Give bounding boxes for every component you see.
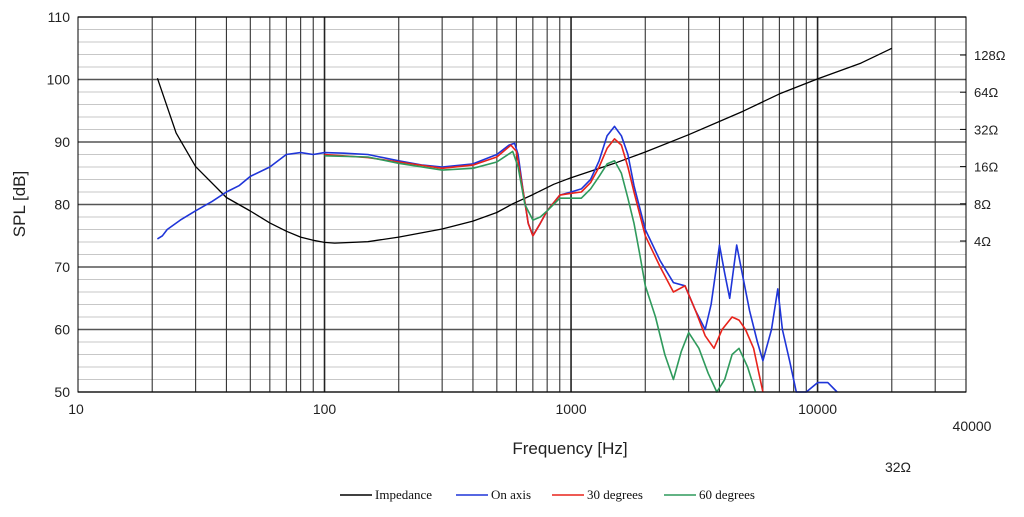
y2-tick-label: 32Ω bbox=[974, 122, 998, 137]
y2-extra-label: 32Ω bbox=[885, 459, 911, 475]
series-line-impedance bbox=[156, 47, 893, 244]
x-axis-title: Frequency [Hz] bbox=[512, 439, 627, 458]
y-tick-label: 90 bbox=[54, 134, 70, 150]
plot-frame bbox=[77, 16, 967, 393]
series-layer bbox=[156, 47, 893, 393]
y2-tick-label: 16Ω bbox=[974, 160, 998, 175]
y2-tick-label: 128Ω bbox=[974, 48, 1006, 63]
y-tick-label: 60 bbox=[54, 322, 70, 338]
y-tick-label: 70 bbox=[54, 259, 70, 275]
series-line-30-degrees bbox=[324, 138, 764, 393]
x-tick-label: 100 bbox=[313, 401, 337, 417]
x-tick-label: 10000 bbox=[798, 401, 837, 417]
y-axis-title: SPL [dB] bbox=[10, 171, 29, 237]
y-tick-label: 100 bbox=[47, 72, 71, 88]
x-tick-label: 40000 bbox=[953, 418, 992, 434]
legend-label: On axis bbox=[491, 487, 531, 502]
x-tick-label: 1000 bbox=[555, 401, 586, 417]
x-tick-label: 10 bbox=[68, 401, 84, 417]
y2-tick-label: 64Ω bbox=[974, 85, 998, 100]
y-tick-label: 80 bbox=[54, 197, 70, 213]
y2-tick-label: 4Ω bbox=[974, 234, 991, 249]
legend-label: Impedance bbox=[375, 487, 432, 502]
series-line-on-axis bbox=[156, 125, 838, 393]
legend-label: 60 degrees bbox=[699, 487, 755, 502]
y-tick-label: 110 bbox=[48, 9, 71, 25]
series-line-60-degrees bbox=[324, 150, 757, 393]
legend: Impedance On axis 30 degrees 60 degrees bbox=[340, 487, 755, 502]
y-tick-label: 50 bbox=[54, 384, 70, 400]
y2-tick-label: 8Ω bbox=[974, 197, 991, 212]
tick-labels: 50 60 70 80 90 100 110 10 100 1000 10000 40000 4Ω 8Ω 1… bbox=[47, 9, 1006, 434]
legend-label: 30 degrees bbox=[587, 487, 643, 502]
